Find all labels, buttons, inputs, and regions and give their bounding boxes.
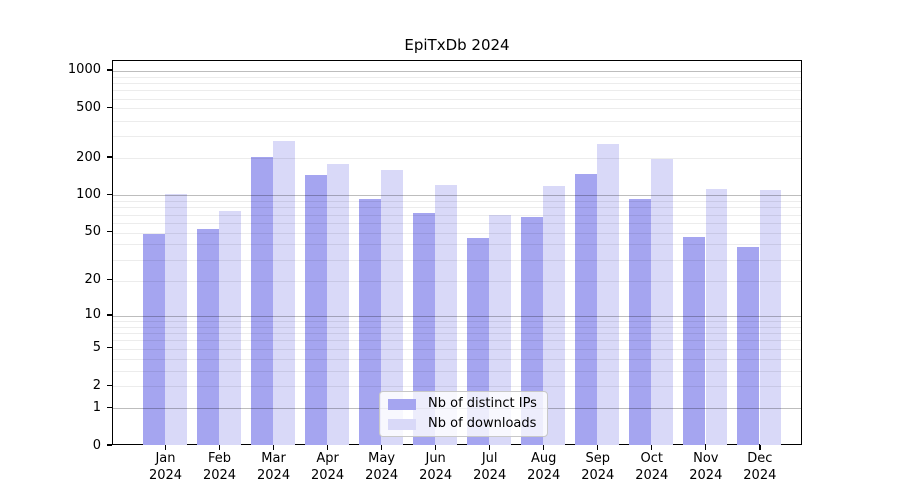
plot-area — [112, 60, 802, 445]
y-tick-label-20: 20 — [84, 272, 101, 288]
y-tick-label-5: 5 — [92, 340, 101, 356]
bar-ips-dec — [737, 247, 760, 445]
bar-downloads-dec — [759, 190, 782, 445]
gridline-minor-500 — [113, 108, 801, 110]
x-tick-label-jul: Jul 2024 — [473, 451, 507, 483]
x-tick-label-jun: Jun 2024 — [419, 451, 453, 483]
x-tick-label-oct: Oct 2024 — [635, 451, 669, 483]
x-tick-mark-may — [381, 445, 383, 450]
x-tick-mark-sep — [597, 445, 599, 450]
chart-title: EpiTxDb 2024 — [404, 36, 510, 54]
x-tick-mark-dec — [759, 445, 761, 450]
y-tick-mark-2 — [106, 384, 112, 387]
bar-downloads-jul — [489, 215, 512, 445]
y-tick-mark-1000 — [106, 69, 112, 71]
y-tick-mark-1 — [106, 406, 112, 409]
x-tick-label-may: May 2024 — [365, 451, 399, 483]
y-tick-mark-5 — [106, 347, 112, 349]
x-tick-label-dec: Dec 2024 — [743, 451, 777, 483]
x-tick-label-mar: Mar 2024 — [257, 451, 291, 483]
x-tick-mark-apr — [326, 445, 329, 450]
gridline-minor-600 — [113, 98, 801, 100]
x-tick-mark-aug — [543, 445, 545, 450]
gridline-minor-300 — [113, 136, 801, 138]
y-tick-label-0: 0 — [92, 437, 101, 453]
y-tick-label-1: 1 — [92, 399, 101, 415]
y-tick-label-100: 100 — [76, 186, 101, 202]
legend-item-downloads: Nb of downloads — [388, 417, 547, 431]
gridline-major-1000 — [113, 70, 801, 72]
x-tick-mark-jan — [164, 445, 167, 450]
y-tick-mark-10 — [106, 314, 112, 316]
x-tick-label-jan: Jan 2024 — [148, 451, 183, 483]
bar-ips-feb — [197, 229, 219, 445]
y-tick-mark-500 — [106, 106, 112, 109]
y-tick-label-200: 200 — [76, 149, 101, 165]
bar-downloads-sep — [597, 143, 620, 445]
y-tick-label-2: 2 — [92, 377, 101, 393]
x-tick-label-sep: Sep 2024 — [581, 451, 615, 483]
y-tick-mark-20 — [106, 279, 112, 281]
x-tick-mark-jun — [435, 445, 437, 450]
bar-downloads-jan — [165, 193, 187, 445]
legend-swatch-downloads — [388, 418, 416, 430]
bar-downloads-aug — [543, 185, 566, 445]
x-tick-label-apr: Apr 2024 — [311, 451, 345, 483]
bar-ips-may — [359, 199, 381, 445]
y-tick-label-1000: 1000 — [67, 62, 101, 78]
bar-downloads-nov — [705, 189, 728, 445]
y-tick-label-50: 50 — [84, 224, 101, 240]
bar-ips-sep — [575, 174, 598, 445]
gridline-minor-700 — [113, 90, 801, 92]
bar-ips-jan — [143, 233, 165, 445]
gridline-minor-200 — [113, 158, 801, 160]
bar-ips-nov — [683, 236, 706, 445]
y-tick-mark-200 — [106, 156, 112, 158]
legend-label-downloads: Nb of downloads — [428, 416, 537, 431]
legend-swatch-distinct-ips — [388, 398, 416, 410]
y-tick-mark-50 — [106, 230, 112, 233]
bar-ips-jun — [413, 213, 435, 445]
bar-ips-aug — [521, 216, 543, 445]
bar-ips-mar — [251, 156, 273, 445]
bar-downloads-mar — [273, 141, 296, 445]
bar-downloads-oct — [651, 159, 674, 445]
x-tick-label-aug: Aug 2024 — [527, 451, 561, 483]
bar-ips-apr — [305, 175, 327, 445]
y-tick-mark-100 — [106, 193, 112, 196]
x-tick-mark-jul — [489, 445, 491, 450]
gridline-minor-400 — [113, 120, 801, 122]
bar-downloads-jun — [435, 185, 458, 445]
x-tick-mark-nov — [705, 445, 707, 450]
x-tick-mark-feb — [218, 445, 221, 450]
bar-downloads-may — [381, 170, 404, 445]
bar-downloads-feb — [219, 210, 242, 445]
y-tick-mark-0 — [106, 444, 112, 446]
legend: Nb of distinct IPs Nb of downloads — [379, 391, 548, 437]
x-tick-mark-oct — [651, 445, 653, 450]
bar-downloads-apr — [327, 163, 350, 445]
y-tick-label-10: 10 — [84, 307, 101, 323]
x-tick-mark-mar — [272, 445, 275, 450]
y-tick-label-500: 500 — [76, 99, 101, 115]
x-tick-label-nov: Nov 2024 — [689, 451, 723, 483]
gridline-minor-900 — [113, 76, 801, 78]
bar-ips-oct — [629, 199, 652, 445]
legend-item-distinct-ips: Nb of distinct IPs — [388, 397, 547, 411]
gridline-minor-800 — [113, 82, 801, 84]
x-tick-label-feb: Feb 2024 — [202, 451, 237, 483]
legend-label-distinct-ips: Nb of distinct IPs — [428, 396, 537, 411]
